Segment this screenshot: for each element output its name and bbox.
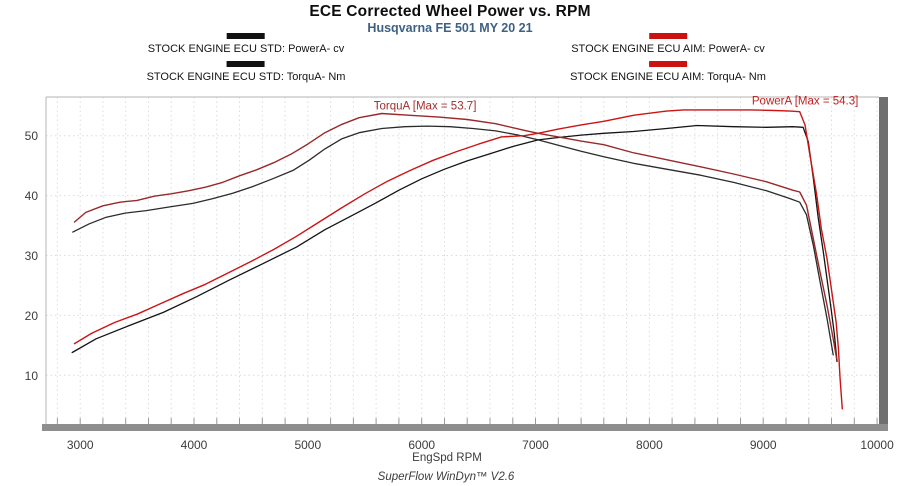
legend-item-std-torque: STOCK ENGINE ECU STD: TorquA- Nm	[146, 61, 346, 84]
x-tick-label: 10000	[860, 438, 894, 452]
y-tick-label: 40	[25, 189, 39, 203]
max-annotation: TorquA [Max = 53.7]	[374, 100, 477, 112]
x-tick-label: 4000	[181, 438, 208, 452]
plot-border-bottom-bar	[42, 424, 888, 431]
legend-item-aim-torque: STOCK ENGINE ECU AIM: TorquA- Nm	[570, 61, 766, 84]
page-title: ECE Corrected Wheel Power vs. RPM	[309, 3, 591, 20]
curve-3	[73, 109, 843, 410]
legend-swatch-std-torque	[226, 61, 265, 67]
y-tick-label: 10	[25, 369, 39, 383]
max-annotation: PowerA [Max = 54.3]	[752, 96, 858, 108]
watermark-text: SuperFlow WinDyn™ V2.6	[378, 471, 515, 483]
plot-border-right-bar	[879, 97, 888, 431]
legend-label-aim-power: STOCK ENGINE ECU AIM: PowerA- cv	[571, 43, 765, 55]
curve-1	[71, 124, 838, 363]
x-axis-title: EngSpd RPM	[412, 452, 482, 464]
legend-label-std-power: STOCK ENGINE ECU STD: PowerA- cv	[147, 43, 345, 55]
chart-subtitle: Husqvarna FE 501 MY 20 21	[367, 21, 533, 35]
curve-2	[73, 112, 838, 360]
x-tick-label: 9000	[750, 438, 777, 452]
y-tick-label: 30	[25, 249, 39, 263]
y-tick-label: 50	[25, 129, 39, 143]
x-tick-label: 8000	[636, 438, 663, 452]
legend-label-std-torque: STOCK ENGINE ECU STD: TorquA- Nm	[146, 71, 346, 83]
legend-item-std-power: STOCK ENGINE ECU STD: PowerA- cv	[147, 33, 345, 56]
x-tick-label: 3000	[67, 438, 94, 452]
legend-swatch-aim-power	[649, 33, 687, 39]
x-tick-label: 5000	[294, 438, 321, 452]
x-tick-label: 7000	[522, 438, 549, 452]
curve-0	[72, 125, 834, 356]
legend-item-aim-power: STOCK ENGINE ECU AIM: PowerA- cv	[571, 33, 765, 56]
legend-label-aim-torque: STOCK ENGINE ECU AIM: TorquA- Nm	[570, 71, 766, 83]
legend-swatch-std-power	[226, 33, 265, 39]
legend-swatch-aim-torque	[649, 61, 687, 67]
y-tick-label: 20	[25, 309, 39, 323]
x-tick-label: 6000	[408, 438, 435, 452]
